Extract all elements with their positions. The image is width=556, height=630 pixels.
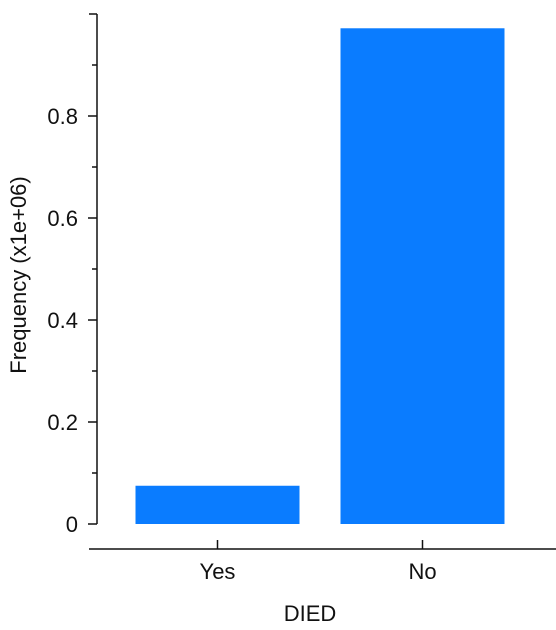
x-tick-label: Yes (200, 559, 236, 584)
y-tick-label: 0.8 (47, 104, 78, 129)
x-tick-label: No (408, 559, 436, 584)
y-axis-title: Frequency (x1e+06) (6, 176, 31, 374)
bar-no (340, 28, 505, 525)
y-axis: 0 0.2 0.4 0.6 0.8 (47, 13, 98, 537)
y-tick-label: 0.4 (47, 308, 78, 333)
x-axis-title: DIED (284, 601, 337, 626)
y-tick-label: 0 (66, 512, 78, 537)
x-ticks: Yes No (200, 540, 437, 584)
y-ticks: 0 0.2 0.4 0.6 0.8 (47, 13, 97, 537)
y-tick-label: 0.2 (47, 410, 78, 435)
bars (135, 28, 505, 525)
x-axis: Yes No (89, 540, 556, 584)
bar-yes (135, 485, 300, 524)
y-tick-label: 0.6 (47, 206, 78, 231)
